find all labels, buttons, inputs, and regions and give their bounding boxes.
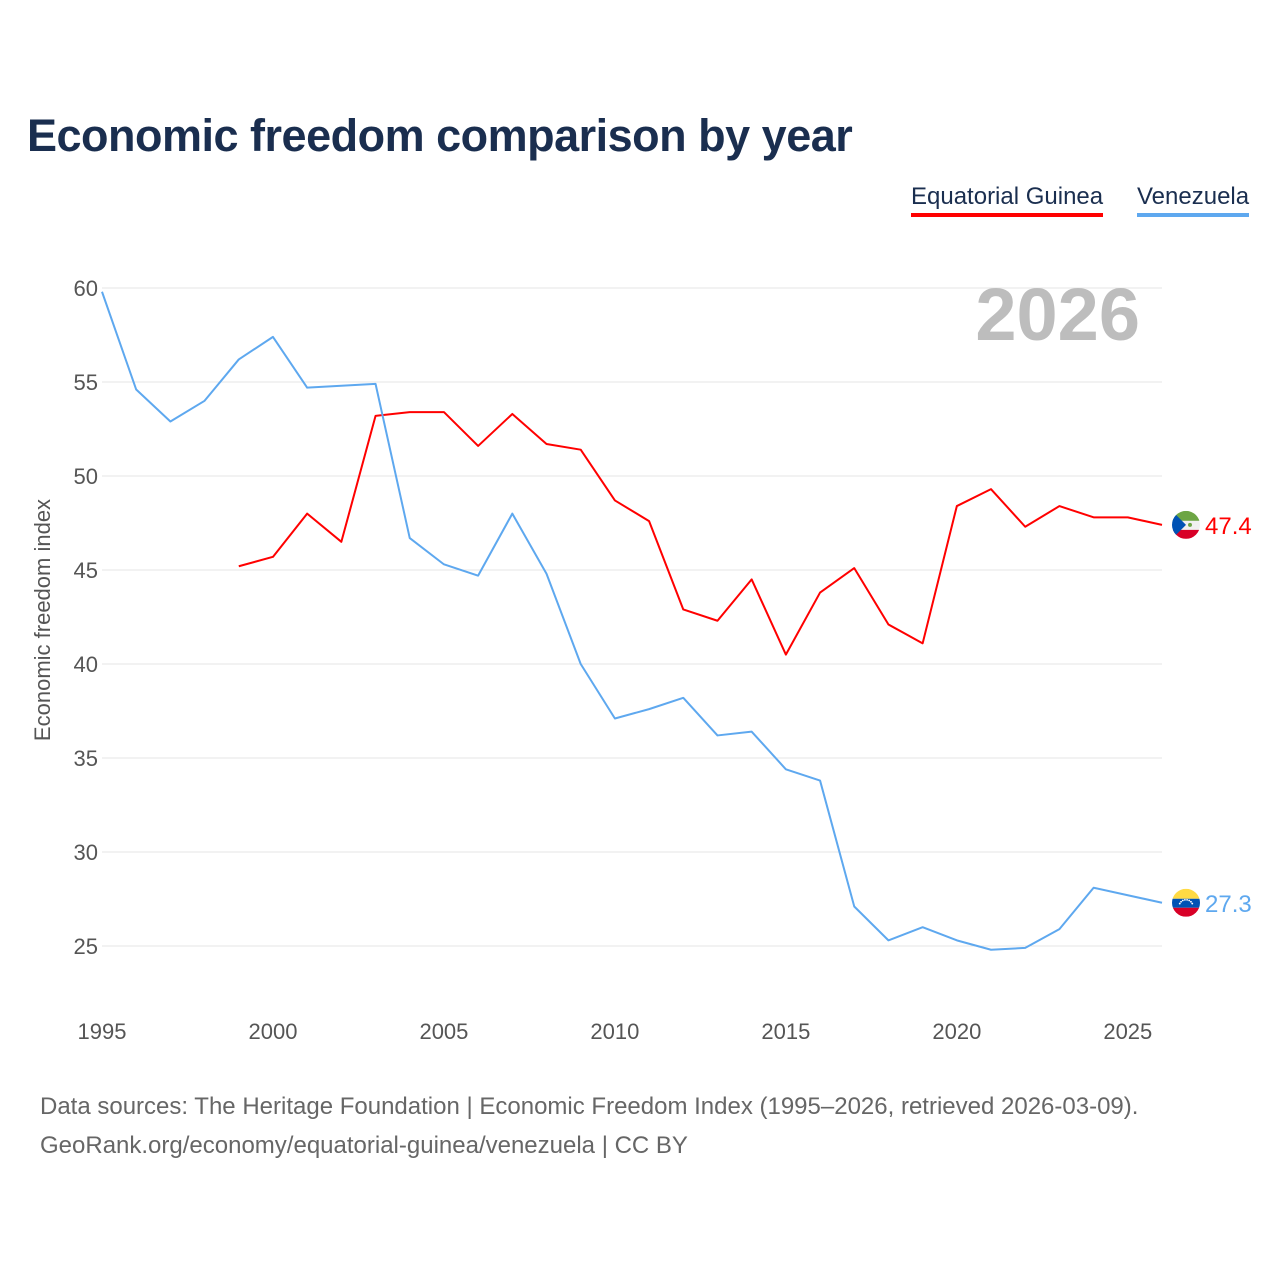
x-tick-label: 2005 [419,1019,468,1044]
y-tick-label: 45 [74,558,98,583]
flag-emblem [1188,522,1192,527]
year-watermark: 2026 [975,273,1140,356]
source-line-1: Data sources: The Heritage Foundation | … [40,1093,1139,1120]
x-tick-label: 2025 [1103,1019,1152,1044]
legend-venezuela[interactable]: Venezuela [1137,183,1250,217]
series-line-equatorial-guinea [238,411,1163,656]
end-value-label: 27.3 [1205,891,1252,918]
y-axis-label: Economic freedom index [30,499,55,741]
flag-star [1188,899,1191,902]
flag-star [1191,902,1194,905]
flag-icon [1172,510,1200,539]
x-tick-label: 2020 [932,1019,981,1044]
y-tick-label: 60 [74,276,98,301]
y-tick-label: 50 [74,464,98,489]
x-tick-label: 2000 [248,1019,297,1044]
end-value-label: 47.4 [1205,513,1252,540]
y-tick-label: 40 [74,652,98,677]
flag-star [1190,900,1192,903]
flag-stripe [1172,529,1200,539]
x-tick-label: 2015 [761,1019,810,1044]
flag-star [1180,900,1182,903]
flag-stripe [1172,520,1200,530]
y-tick-label: 35 [74,746,98,771]
series-line-venezuela [101,291,1163,951]
flag-stripe [1172,510,1200,521]
y-tick-label: 30 [74,840,98,865]
flag-stripe [1172,898,1200,908]
legend-equatorial-guinea[interactable]: Equatorial Guinea [911,183,1104,217]
x-tick-label: 1995 [78,1019,127,1044]
y-tick-label: 25 [74,934,98,959]
flag-triangle [1172,510,1186,539]
flag-star [1178,902,1181,905]
flag-stripe [1172,888,1200,899]
flag-icon [1172,888,1200,917]
flag-star [1181,899,1184,902]
flag-star [1184,898,1186,901]
flag-star [1186,898,1188,901]
flag-stripe [1172,907,1200,917]
source-line-2[interactable]: GeoRank.org/economy/equatorial-guinea/ve… [40,1132,688,1159]
chart-title: Economic freedom comparison by year [27,110,853,161]
x-tick-label: 2010 [590,1019,639,1044]
source-note: Data sources: The Heritage Foundation | … [40,1087,1138,1165]
y-tick-label: 55 [74,370,98,395]
